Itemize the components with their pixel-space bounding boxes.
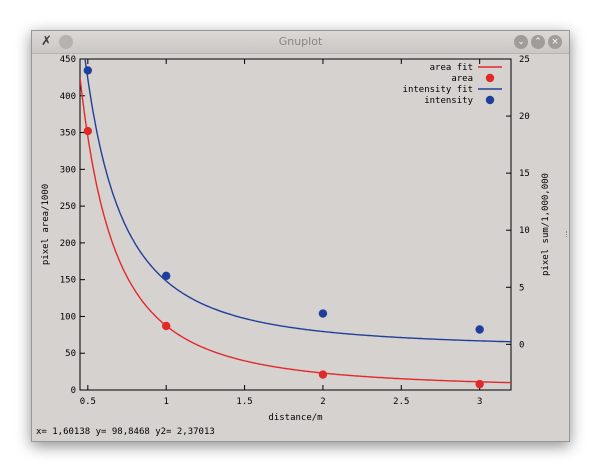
x-tick-label: 2.5 (393, 397, 409, 407)
legend-label: intensity fit (403, 85, 473, 95)
y-tick-label: 50 (65, 349, 76, 359)
y-axis-label: pixel area/1000 (41, 184, 51, 265)
area-point (475, 379, 484, 389)
intensity-point (475, 325, 484, 334)
y-tick-label: 350 (60, 129, 76, 139)
gnuplot-x-icon[interactable]: ✗ (41, 34, 52, 49)
y-tick-label: 300 (60, 165, 76, 175)
minimize-icon[interactable]: ⌄ (514, 35, 528, 49)
area-point (318, 370, 328, 379)
status-bar-coordinates: x= 1,60138 y= 98,8468 y2= 2,37013 (36, 427, 215, 437)
maximize-icon[interactable]: ⌃ (531, 35, 545, 49)
y2-axis-label: pixel sum/1,000,000 (541, 173, 551, 276)
x-tick-label: 1.5 (236, 397, 252, 407)
plot-canvas[interactable]: 0.5 1 1.5 2 2.5 3 0 50 100 150 200 250 300 350 400 450 0… (32, 54, 569, 426)
gnuplot-window: ✗ Gnuplot ⌄ ⌃ × 0.5 1 1.5 2 2.5 3 0 50 100 150 200… (31, 30, 570, 442)
area-point (83, 126, 93, 136)
y2-tick-label: 5 (519, 283, 524, 293)
legend-point-sample (485, 73, 495, 83)
intensity-point (162, 271, 171, 281)
y2-tick-label: 0 (519, 340, 524, 350)
y2-tick-label: 20 (519, 112, 530, 122)
y-tick-label: 400 (60, 92, 76, 102)
x-axis-label: distance/m (268, 413, 322, 423)
y2-tick-label: 25 (519, 55, 530, 65)
intensity-point (318, 309, 328, 318)
x-tick-label: 2 (320, 397, 325, 407)
legend-label: area (451, 74, 473, 84)
title-bar[interactable]: ✗ Gnuplot ⌄ ⌃ × (32, 31, 569, 54)
y-tick-label: 250 (60, 202, 76, 212)
resize-grip[interactable] (566, 231, 569, 237)
y-tick-label: 450 (60, 55, 76, 65)
y-tick-label: 150 (60, 276, 76, 286)
intensity-point (83, 66, 93, 75)
x-tick-label: 1 (163, 397, 168, 407)
close-icon[interactable]: × (548, 35, 562, 49)
legend-point-sample (485, 95, 495, 105)
x-tick-label: 3 (477, 397, 482, 407)
window-title: Gnuplot (278, 35, 323, 48)
plot-frame (79, 58, 512, 391)
pin-icon[interactable] (59, 35, 73, 49)
y-tick-label: 100 (60, 312, 76, 322)
y2-tick-label: 15 (519, 169, 530, 179)
legend-label: intensity (424, 96, 473, 106)
x-tick-label: 0.5 (80, 397, 96, 407)
y2-tick-label: 10 (519, 226, 530, 236)
y-tick-label: 0 (71, 386, 76, 396)
area-fit-curve (80, 77, 511, 384)
intensity-fit-curve (84, 59, 511, 343)
legend-label: area fit (430, 63, 473, 73)
area-point (162, 321, 171, 331)
y-tick-label: 200 (60, 239, 76, 249)
